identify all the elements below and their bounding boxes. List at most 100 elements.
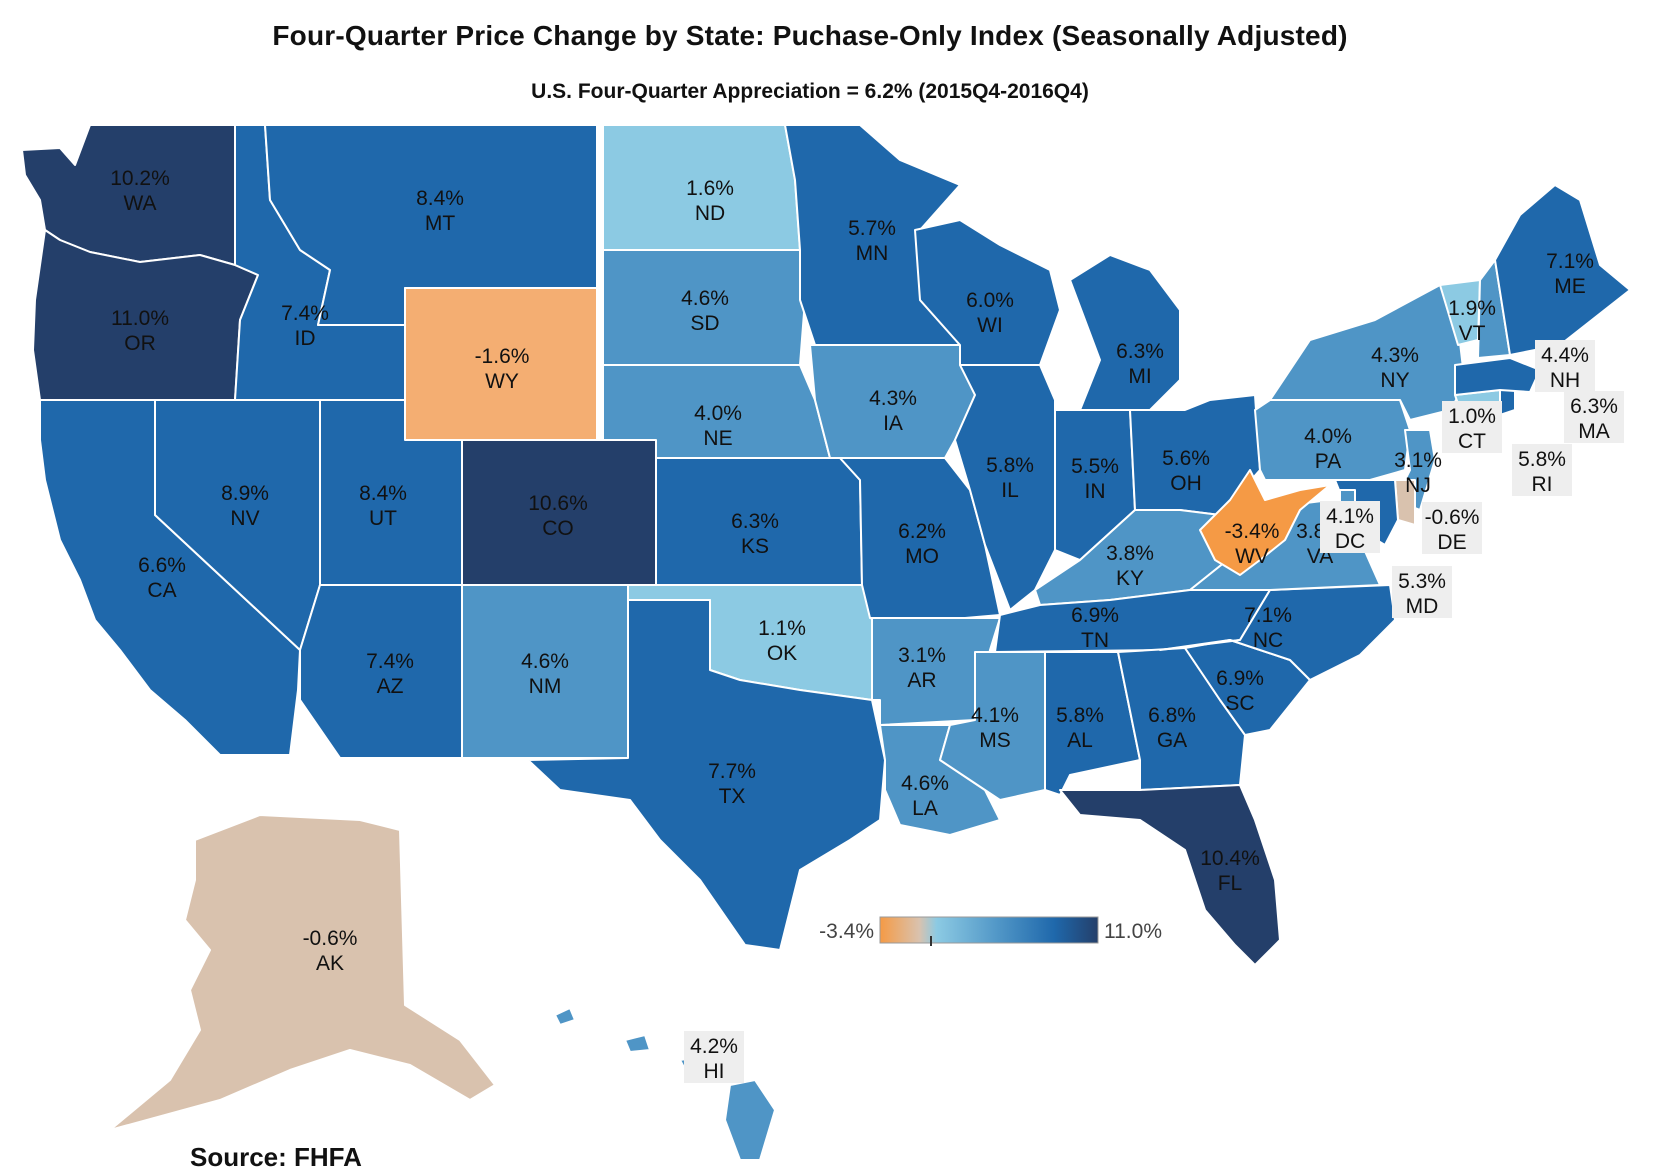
state-ri [1499,389,1516,416]
state-value: 6.2% [898,520,946,543]
state-label-tn: 6.9%TN [1071,604,1119,652]
state-abbreviation: WA [123,192,156,215]
legend-gradient-bar [879,916,1099,944]
state-label-nc: 7.1%NC [1244,604,1292,652]
state-abbreviation: HI [704,1060,725,1083]
state-value: -0.6% [1425,506,1480,529]
state-label-or: 11.0%OR [111,307,169,355]
state-mt [264,124,598,326]
state-value: 1.0% [1448,405,1496,428]
state-abbreviation: VT [1459,322,1486,345]
state-value: 6.9% [1071,604,1119,627]
state-label-mt: 8.4%MT [416,187,464,235]
state-abbreviation: ME [1554,275,1586,298]
state-value: 8.4% [416,187,464,210]
state-value: 6.3% [1116,340,1164,363]
state-sd [602,249,806,366]
state-label-nv: 8.9%NV [221,482,269,530]
state-value: 6.9% [1216,667,1264,690]
state-abbreviation: IA [883,412,903,435]
state-abbreviation: OK [767,642,797,665]
state-label-de: -0.6%DE [1422,502,1482,554]
state-label-sd: 4.6%SD [681,287,729,335]
state-abbreviation: KY [1116,567,1144,590]
legend-min-label: -3.4% [819,920,874,943]
state-label-la: 4.6%LA [901,772,949,820]
state-abbreviation: MO [905,545,939,568]
state-abbreviation: MD [1406,595,1439,618]
state-value: 5.7% [848,217,896,240]
state-label-in: 5.5%IN [1071,455,1119,503]
state-abbreviation: NE [703,427,732,450]
state-value: 4.3% [869,387,917,410]
state-abbreviation: MI [1128,365,1151,388]
state-label-nh: 4.4%NH [1535,340,1595,392]
source-note: Source: FHFA [190,1142,362,1172]
state-abbreviation: SC [1225,692,1254,715]
state-value: 3.8% [1106,542,1154,565]
legend-max-label: 11.0% [1104,920,1162,943]
state-abbreviation: IL [1001,479,1019,502]
state-label-pa: 4.0%PA [1304,425,1352,473]
state-value: 8.4% [359,482,407,505]
state-value: 4.6% [681,287,729,310]
state-abbreviation: CA [147,579,176,602]
state-abbreviation: GA [1157,729,1187,752]
state-abbreviation: FL [1218,872,1243,895]
state-abbreviation: WY [485,370,519,393]
state-value: 1.9% [1448,297,1496,320]
state-value: 7.4% [281,302,329,325]
state-label-mn: 5.7%MN [848,217,896,265]
state-value: 4.1% [1326,505,1374,528]
state-abbreviation: RI [1532,473,1553,496]
state-abbreviation: TN [1081,629,1109,652]
state-abbreviation: DC [1335,530,1365,553]
state-label-md: 5.3%MD [1392,566,1452,618]
state-value: 6.3% [731,510,779,533]
state-hi [554,1007,776,1161]
state-abbreviation: MT [425,212,455,235]
state-nc [1159,584,1396,681]
state-label-mi: 6.3%MI [1116,340,1164,388]
state-value: 4.2% [690,1035,738,1058]
state-abbreviation: AL [1067,729,1093,752]
state-value: 3.1% [898,644,946,667]
state-label-ia: 4.3%IA [869,387,917,435]
state-label-ky: 3.8%KY [1106,542,1154,590]
state-label-ut: 8.4%UT [359,482,407,530]
state-label-hi: 4.2%HI [684,1031,744,1083]
state-value: 1.6% [686,177,734,200]
state-abbreviation: SD [690,312,719,335]
state-label-ks: 6.3%KS [731,510,779,558]
state-abbreviation: ID [295,327,316,350]
state-abbreviation: ND [695,202,725,225]
state-fl [1059,784,1281,966]
state-abbreviation: OH [1170,472,1202,495]
state-value: 11.0% [111,307,169,330]
state-label-mo: 6.2%MO [898,520,946,568]
state-label-ok: 1.1%OK [758,617,806,665]
state-value: 8.9% [221,482,269,505]
state-label-vt: 1.9%VT [1448,297,1496,345]
state-value: 3.1% [1394,449,1442,472]
state-label-nm: 4.6%NM [521,650,569,698]
state-abbreviation: PA [1315,450,1341,473]
state-value: 4.6% [901,772,949,795]
state-ny [1269,284,1466,421]
map-subtitle: U.S. Four-Quarter Appreciation = 6.2% (2… [531,80,1089,103]
state-label-background [1512,444,1572,496]
state-label-co: 10.6%CO [528,492,588,540]
state-value: 5.3% [1398,570,1446,593]
state-label-sc: 6.9%SC [1216,667,1264,715]
state-label-ma: 6.3%MA [1564,391,1624,443]
state-wv [1199,469,1331,576]
state-value: 6.8% [1148,704,1196,727]
state-value: 5.5% [1071,455,1119,478]
state-value: 1.1% [758,617,806,640]
state-value: 4.0% [1304,425,1352,448]
state-label-background [1392,566,1452,618]
state-label-nj: 3.1%NJ [1394,449,1442,497]
state-label-me: 7.1%ME [1546,250,1594,298]
state-label-nd: 1.6%ND [686,177,734,225]
